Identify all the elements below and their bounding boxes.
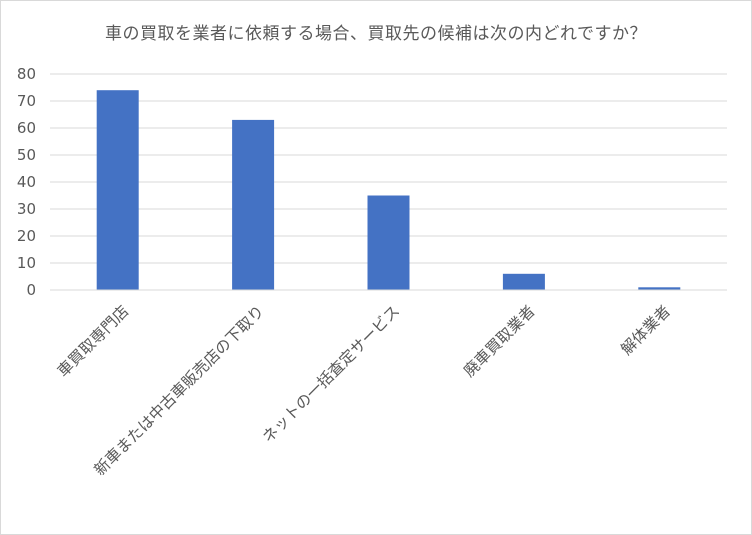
x-axis-categories: 車買取専門店新車または中古車販売店の下取りネットの一括査定サービス 廃車買取業者解… [54,302,674,479]
y-tick-label: 40 [17,173,36,191]
y-tick-label: 80 [17,65,36,83]
y-tick-label: 20 [17,227,36,245]
y-tick-label: 10 [17,254,36,272]
y-tick-label: 0 [26,281,36,299]
y-axis-ticks: 0 10 20 30 40 50 60 70 80 [17,65,36,299]
bar [638,287,681,290]
bars [96,90,681,291]
chart-title: 車の買取を業者に依頼する場合、買取先の候補は次の内どれですか？ [105,24,647,44]
bar [367,195,410,290]
x-category-label: 解体業者 [617,302,674,359]
x-category-label: ネットの一括査定サービス [259,302,403,446]
bar [96,90,139,290]
bar [232,119,275,291]
y-tick-label: 30 [17,200,36,218]
y-tick-label: 70 [17,92,36,110]
y-tick-label: 50 [17,146,36,164]
bar [502,273,545,290]
y-tick-label: 60 [17,119,36,137]
x-category-label: 車買取専門店 [54,302,132,380]
x-category-label: 廃車買取業者 [460,302,538,380]
